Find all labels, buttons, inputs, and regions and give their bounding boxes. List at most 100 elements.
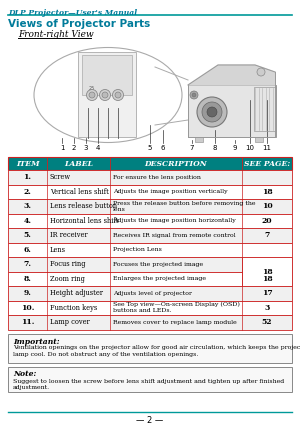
- Text: 9.: 9.: [24, 289, 32, 297]
- Text: 10.: 10.: [21, 304, 34, 312]
- Bar: [8, 243, 292, 257]
- Text: Height adjuster: Height adjuster: [50, 289, 103, 297]
- Text: LABEL: LABEL: [64, 160, 93, 168]
- Text: Function keys: Function keys: [50, 304, 97, 312]
- Text: 20: 20: [262, 217, 272, 225]
- Circle shape: [197, 97, 227, 127]
- Text: Lens release button: Lens release button: [50, 202, 117, 210]
- Text: Focus ring: Focus ring: [50, 260, 86, 268]
- Bar: [195, 137, 203, 142]
- Text: Enlarges the projected image: Enlarges the projected image: [113, 276, 206, 281]
- Bar: [78, 52, 136, 137]
- Text: 5.: 5.: [24, 231, 32, 239]
- Circle shape: [115, 92, 121, 98]
- Bar: [8, 228, 292, 243]
- Bar: [8, 199, 292, 214]
- Text: 1.: 1.: [23, 173, 32, 181]
- Text: Ventilation openings on the projector allow for good air circulation, which keep: Ventilation openings on the projector al…: [13, 346, 300, 357]
- Text: 25: 25: [89, 86, 95, 90]
- Text: 9: 9: [233, 145, 237, 151]
- Text: Screw: Screw: [50, 173, 71, 181]
- Text: Zoom ring: Zoom ring: [50, 275, 85, 283]
- Circle shape: [112, 89, 124, 100]
- Text: Removes cover to replace lamp module: Removes cover to replace lamp module: [113, 320, 237, 325]
- Text: Adjusts level of projector: Adjusts level of projector: [113, 291, 192, 296]
- Text: Receives IR signal from remote control: Receives IR signal from remote control: [113, 233, 236, 238]
- Text: 2.: 2.: [24, 188, 32, 196]
- Text: SEE PAGE:: SEE PAGE:: [244, 160, 290, 168]
- Bar: [254, 87, 276, 131]
- Text: Important:: Important:: [13, 338, 60, 346]
- Text: — 2 —: — 2 —: [136, 416, 164, 424]
- Text: 7.: 7.: [23, 260, 32, 268]
- Text: Note:: Note:: [13, 371, 36, 379]
- Circle shape: [86, 89, 98, 100]
- Text: Press the release button before removing the
lens: Press the release button before removing…: [113, 201, 256, 212]
- Text: 7: 7: [190, 145, 194, 151]
- Bar: [8, 157, 292, 170]
- Text: Vertical lens shift: Vertical lens shift: [50, 188, 109, 196]
- Text: 10: 10: [245, 145, 254, 151]
- Text: 5: 5: [148, 145, 152, 151]
- Circle shape: [192, 93, 196, 97]
- Text: Lens: Lens: [50, 246, 66, 254]
- Bar: [82, 55, 132, 95]
- Bar: [8, 184, 292, 199]
- Bar: [8, 286, 292, 301]
- Text: Views of Projector Parts: Views of Projector Parts: [8, 19, 150, 29]
- Text: 11.: 11.: [21, 318, 34, 326]
- Text: 18: 18: [262, 268, 272, 276]
- Bar: [8, 271, 292, 286]
- Circle shape: [102, 92, 108, 98]
- Text: Adjusts the image position horizontally: Adjusts the image position horizontally: [113, 218, 236, 223]
- Bar: [255, 137, 263, 142]
- Text: DLP Projector—User's Manual: DLP Projector—User's Manual: [8, 9, 137, 17]
- Text: See Top view—On-screen Display (OSD)
buttons and LEDs.: See Top view—On-screen Display (OSD) but…: [113, 302, 240, 313]
- Text: 3: 3: [84, 145, 88, 151]
- Circle shape: [89, 92, 95, 98]
- Text: 6.: 6.: [24, 246, 32, 254]
- Circle shape: [202, 102, 222, 122]
- Bar: [188, 85, 276, 137]
- FancyBboxPatch shape: [8, 334, 292, 363]
- Text: 7: 7: [264, 231, 270, 239]
- Circle shape: [207, 107, 217, 117]
- Circle shape: [257, 68, 265, 76]
- Text: Front-right View: Front-right View: [18, 30, 94, 39]
- Text: 10: 10: [262, 202, 272, 210]
- Text: ITEM: ITEM: [16, 160, 39, 168]
- Text: Horizontal lens shift: Horizontal lens shift: [50, 217, 118, 225]
- Text: 2: 2: [72, 145, 76, 151]
- Text: For ensure the lens position: For ensure the lens position: [113, 175, 201, 180]
- Bar: [242, 257, 292, 286]
- Text: 8.: 8.: [24, 275, 32, 283]
- Bar: [8, 170, 292, 184]
- Text: 17: 17: [262, 289, 272, 297]
- Bar: [8, 301, 292, 315]
- Text: 4.: 4.: [23, 217, 32, 225]
- Text: 4: 4: [96, 145, 100, 151]
- Text: 3.: 3.: [23, 202, 32, 210]
- Text: Lamp cover: Lamp cover: [50, 318, 90, 326]
- Text: Projection Lens: Projection Lens: [113, 247, 162, 252]
- Text: Adjusts the image position vertically: Adjusts the image position vertically: [113, 189, 228, 194]
- Circle shape: [100, 89, 110, 100]
- Bar: [8, 315, 292, 329]
- Text: Focuses the projected image: Focuses the projected image: [113, 262, 203, 267]
- Bar: [8, 257, 292, 271]
- Text: 18: 18: [262, 275, 272, 283]
- Text: DESCRIPTION: DESCRIPTION: [145, 160, 207, 168]
- Text: 1: 1: [60, 145, 64, 151]
- Polygon shape: [188, 65, 275, 85]
- Text: Suggest to loosen the screw before lens shift adjustment and tighten up after fi: Suggest to loosen the screw before lens …: [13, 379, 284, 390]
- Text: 52: 52: [262, 318, 272, 326]
- Text: 18: 18: [262, 188, 272, 196]
- Text: 8: 8: [213, 145, 217, 151]
- Text: IR receiver: IR receiver: [50, 231, 88, 239]
- Bar: [8, 214, 292, 228]
- Circle shape: [190, 91, 198, 99]
- Text: 6: 6: [161, 145, 165, 151]
- FancyBboxPatch shape: [8, 366, 292, 391]
- Text: 3: 3: [264, 304, 270, 312]
- Text: 11: 11: [262, 145, 272, 151]
